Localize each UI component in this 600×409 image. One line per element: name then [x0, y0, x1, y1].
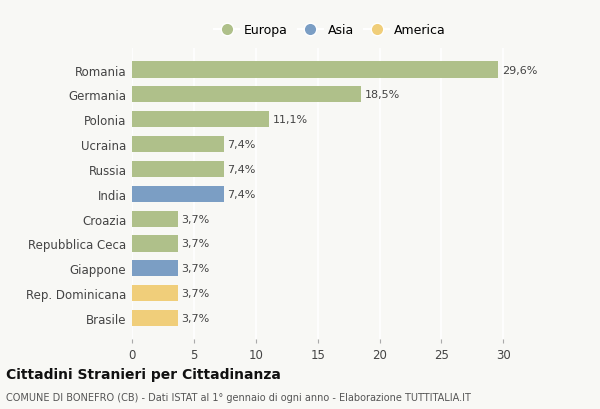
Bar — [132, 186, 224, 202]
Text: 18,5%: 18,5% — [365, 90, 400, 100]
Bar — [132, 261, 178, 277]
Bar — [132, 310, 178, 326]
Text: Cittadini Stranieri per Cittadinanza: Cittadini Stranieri per Cittadinanza — [6, 367, 281, 381]
Bar — [132, 236, 178, 252]
Text: 3,7%: 3,7% — [182, 264, 210, 274]
Bar — [132, 137, 224, 153]
Text: 3,7%: 3,7% — [182, 239, 210, 249]
Text: 11,1%: 11,1% — [273, 115, 308, 125]
Bar — [132, 87, 361, 103]
Legend: Europa, Asia, America: Europa, Asia, America — [211, 20, 449, 41]
Text: 3,7%: 3,7% — [182, 313, 210, 323]
Bar — [132, 112, 269, 128]
Bar — [132, 62, 499, 79]
Text: 7,4%: 7,4% — [227, 140, 256, 150]
Text: COMUNE DI BONEFRO (CB) - Dati ISTAT al 1° gennaio di ogni anno - Elaborazione TU: COMUNE DI BONEFRO (CB) - Dati ISTAT al 1… — [6, 392, 471, 402]
Bar — [132, 285, 178, 301]
Bar — [132, 211, 178, 227]
Text: 29,6%: 29,6% — [502, 65, 538, 75]
Bar — [132, 162, 224, 178]
Text: 3,7%: 3,7% — [182, 214, 210, 224]
Text: 7,4%: 7,4% — [227, 189, 256, 199]
Text: 7,4%: 7,4% — [227, 164, 256, 175]
Text: 3,7%: 3,7% — [182, 288, 210, 299]
